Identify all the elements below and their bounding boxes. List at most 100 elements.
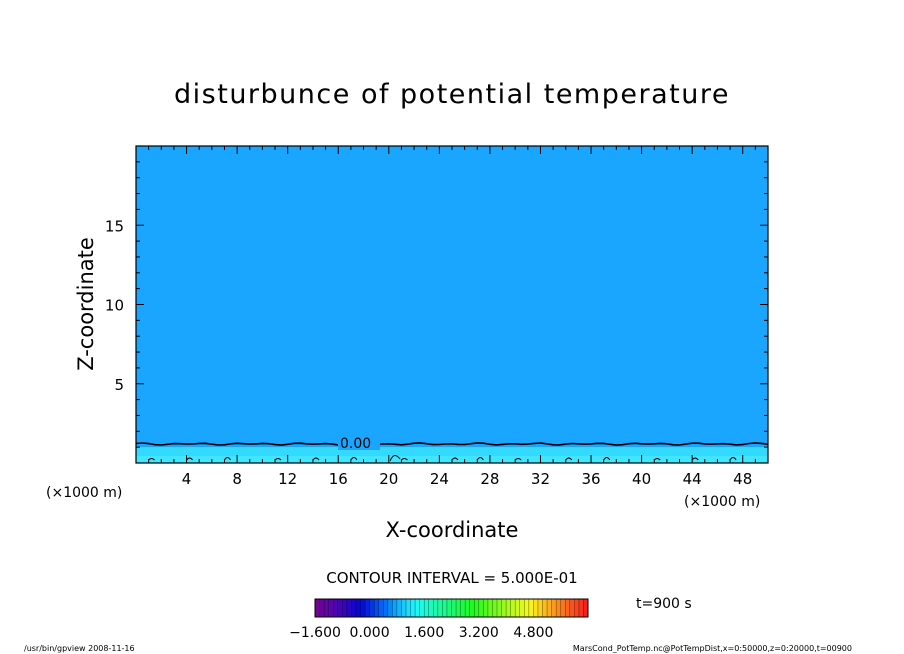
y-tick-labels: 5 10 15: [105, 217, 124, 394]
colorbar-labels: −1.600 0.000 1.600 3.200 4.800: [289, 625, 553, 641]
colorbar-swatch: [355, 599, 361, 617]
colorbar-swatch: [333, 599, 339, 617]
colorbar-swatch: [528, 599, 534, 617]
colorbar-swatch: [465, 599, 471, 617]
colorbar-swatch: [365, 599, 370, 617]
colorbar-swatch: [401, 599, 407, 617]
colorbar-swatch: [383, 599, 389, 617]
colorbar-swatch: [547, 599, 552, 617]
colorbar-swatch: [315, 599, 320, 617]
colorbar-swatch: [396, 599, 402, 617]
colorbar-swatch: [578, 599, 584, 617]
colorbar-swatch: [460, 599, 466, 617]
colorbar-swatch: [428, 599, 434, 617]
y-axis-label: Z-coordinate: [74, 237, 98, 371]
colorbar-swatch: [374, 599, 380, 617]
contour-label-bg: [338, 436, 380, 450]
x-tick-label: 32: [531, 470, 550, 488]
colorbar-swatch: [492, 599, 498, 617]
colorbar-swatch: [501, 599, 507, 617]
colorbar-label: 0.000: [350, 625, 390, 641]
colorbar-label: 4.800: [513, 625, 553, 641]
colorbar-frame: [314, 598, 589, 618]
colorbar-swatch: [419, 599, 425, 617]
axis-ticks: [135, 145, 769, 464]
x-tick-label: 8: [232, 470, 242, 488]
colorbar-swatch: [433, 599, 439, 617]
x-tick-label: 40: [632, 470, 651, 488]
y-tick-label: 15: [105, 217, 124, 235]
colorbar-swatch: [469, 599, 475, 617]
colorbar-swatch: [574, 599, 580, 617]
colorbar-swatch: [483, 599, 489, 617]
colorbar-swatch: [342, 599, 348, 617]
x-unit-left: (×1000 m): [46, 485, 122, 501]
colorbar-swatch: [328, 599, 334, 617]
colorbar-swatch: [369, 599, 375, 617]
x-tick-label: 28: [480, 470, 499, 488]
colorbar-swatch: [446, 599, 452, 617]
footer-left: /usr/bin/gpview 2008-11-16: [24, 644, 135, 653]
colorbar-swatch: [360, 599, 366, 617]
field-fill: [136, 146, 768, 463]
colorbar-swatch: [451, 599, 457, 617]
colorbar-swatch: [556, 599, 562, 617]
x-tick-label: 4: [182, 470, 192, 488]
x-tick-labels: 4 8 12 16 20 24 28 32 36 40 44 48: [182, 470, 752, 488]
colorbar-swatch: [474, 599, 480, 617]
colorbar-swatch: [583, 599, 589, 617]
colorbar-swatch: [415, 599, 421, 617]
colorbar-swatch: [346, 599, 352, 617]
colorbar-label: 3.200: [459, 625, 499, 641]
colorbar-swatch: [410, 599, 416, 617]
colorbar-swatch: [524, 599, 530, 617]
colorbar-label: 1.600: [404, 625, 444, 641]
colorbar-swatch: [392, 599, 398, 617]
colorbar-label: −1.600: [289, 625, 341, 641]
colorbar-swatch: [519, 599, 525, 617]
colorbar-swatch: [533, 599, 539, 617]
colorbar-swatch: [437, 599, 443, 617]
footer-right: MarsCond_PotTemp.nc@PotTempDist,x=0:5000…: [573, 644, 852, 653]
colorbar-swatch: [337, 599, 343, 617]
zero-contour-line: [135, 442, 769, 446]
x-tick-label: 36: [581, 470, 600, 488]
x-tick-label: 24: [430, 470, 449, 488]
contour-label: 0.00: [340, 436, 371, 452]
colorbar-swatch: [378, 599, 384, 617]
colorbar-swatch: [387, 599, 393, 617]
colorbar-swatch: [569, 599, 575, 617]
x-unit-right: (×1000 m): [684, 494, 760, 510]
y-tick-label: 10: [105, 297, 124, 315]
colorbar-swatch: [515, 599, 521, 617]
colorbar-swatch: [542, 599, 548, 617]
contour-interval: CONTOUR INTERVAL = 5.000E-01: [326, 569, 577, 587]
x-axis-label: X-coordinate: [386, 518, 519, 542]
plot-frame: [135, 145, 769, 464]
colorbar-swatch: [478, 599, 484, 617]
x-tick-label: 48: [733, 470, 752, 488]
y-tick-label: 5: [114, 376, 124, 394]
colorbar-swatch: [565, 599, 571, 617]
x-tick-label: 12: [278, 470, 297, 488]
surface-contours: [148, 455, 737, 462]
chart-title: disturbunce of potential temperature: [174, 79, 730, 110]
colorbar-swatch: [506, 599, 512, 617]
colorbar-swatch: [351, 599, 357, 617]
colorbar-swatch: [442, 599, 448, 617]
colorbar-swatch: [497, 599, 502, 617]
x-tick-label: 16: [329, 470, 348, 488]
colorbar-swatch: [424, 599, 430, 617]
x-tick-label: 44: [683, 470, 702, 488]
time-label: t=900 s: [636, 596, 692, 612]
colorbar-swatch: [551, 599, 557, 617]
colorbar-swatch: [510, 599, 516, 617]
colorbar-swatch: [319, 599, 325, 617]
colorbar-swatch: [324, 599, 330, 617]
colorbar: [314, 599, 589, 617]
x-tick-label: 20: [379, 470, 398, 488]
colorbar-swatch: [537, 599, 543, 617]
colorbar-swatch: [456, 599, 461, 617]
colorbar-swatch: [560, 599, 566, 617]
